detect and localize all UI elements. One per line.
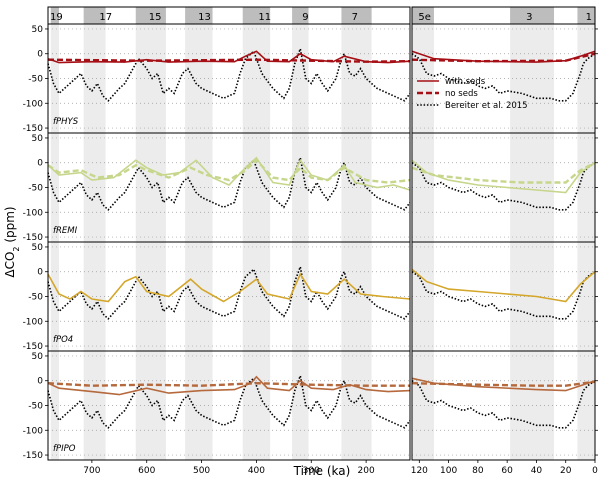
y-tick-label: 50 — [32, 352, 44, 362]
mis-label: 7 — [352, 12, 358, 23]
panel-frame-right — [411, 350, 596, 461]
no-seds-line — [47, 158, 411, 184]
y-tick-label: -150 — [23, 342, 44, 352]
x-tick-label: 0 — [592, 466, 598, 476]
with-seds-line — [47, 50, 411, 64]
bereiter-line — [411, 271, 596, 320]
x-tick-label: 300 — [303, 466, 320, 476]
x-axis: 700 600 500 400 300 200 120 100 80 60 40 20 0 — [83, 460, 598, 476]
with-seds-line — [411, 50, 596, 63]
legend: with seds no seds Bereiter et al. 2015 — [417, 77, 528, 111]
with-seds-line — [47, 375, 411, 396]
panel-frame-left — [47, 350, 411, 461]
panel-label: fREMI — [53, 226, 78, 236]
y-tick-label: -50 — [28, 75, 43, 85]
y-tick-label: -100 — [23, 99, 44, 109]
panel-fPIPO: -150 -100 -50 0 50 fPIPO — [23, 350, 598, 461]
x-tick-label: 20 — [560, 466, 572, 476]
x-axis-title: Time (ka) — [293, 464, 351, 478]
panel-label: fPO4 — [53, 335, 73, 345]
no-seds-line — [47, 58, 411, 63]
with-seds-line — [411, 377, 596, 392]
legend-label: with seds — [445, 77, 486, 87]
mis-label: 13 — [198, 12, 211, 23]
x-tick-label: 500 — [193, 466, 210, 476]
x-tick-label: 400 — [248, 466, 265, 476]
mis-strip-band — [185, 7, 213, 24]
mis-label: 17 — [99, 12, 112, 23]
y-tick-label: 50 — [32, 134, 44, 144]
y-tick-label: -50 — [28, 402, 43, 412]
y-tick-label: -100 — [23, 426, 44, 436]
y-tick-label: -50 — [28, 184, 43, 194]
y-tick-label: 0 — [37, 268, 43, 278]
mis-strip-band — [50, 7, 59, 24]
x-tick-label: 120 — [411, 466, 428, 476]
mis-label: 11 — [258, 12, 271, 23]
x-tick-label: 200 — [358, 466, 375, 476]
no-seds-line — [411, 52, 596, 63]
y-tick-label: -150 — [23, 124, 44, 134]
mis-strip-band — [292, 7, 309, 24]
legend-label: no seds — [445, 89, 478, 99]
with-seds-line — [411, 268, 596, 303]
y-tick-label: 50 — [32, 25, 44, 35]
mis-strip-band — [83, 7, 106, 24]
no-seds-line — [411, 161, 596, 184]
x-tick-label: 60 — [501, 466, 513, 476]
x-tick-label: 40 — [531, 466, 543, 476]
panel-label: fPHYS — [53, 117, 79, 127]
y-tick-label: -150 — [23, 451, 44, 461]
bereiter-line — [411, 53, 596, 102]
panel-label: fPIPO — [53, 444, 76, 454]
no-seds-line — [47, 381, 410, 387]
mis-strip-band — [341, 7, 372, 24]
bereiter-line — [411, 380, 596, 429]
with-seds-line — [47, 272, 411, 303]
x-tick-label: 100 — [440, 466, 457, 476]
mis-strip-band — [242, 7, 271, 24]
with-seds-line — [411, 159, 596, 194]
mis-strip-frame-right — [411, 6, 596, 25]
x-tick-label: 700 — [83, 466, 100, 476]
y-tick-label: 0 — [37, 159, 43, 169]
mis-strip-band — [510, 7, 555, 24]
y-tick-label: -50 — [28, 293, 43, 303]
panel-frame-right — [411, 241, 596, 352]
x-tick-label: 80 — [472, 466, 484, 476]
y-tick-label: 0 — [37, 377, 43, 387]
panel-frame-right — [411, 23, 596, 134]
mis-strip-band — [412, 7, 434, 24]
y-tick-label: -150 — [23, 233, 44, 243]
mis-label: 3 — [526, 12, 532, 23]
y-tick-label: 50 — [32, 243, 44, 253]
y-axis-title: ΔCO2 (ppm) — [3, 206, 21, 277]
y-tick-label: 0 — [37, 50, 43, 60]
y-tick-label: -100 — [23, 208, 44, 218]
y-tick-label: -100 — [23, 317, 44, 327]
mis-strip-band — [577, 7, 595, 24]
mis-label: 9 — [302, 12, 308, 23]
mis-label: 15 — [149, 12, 162, 23]
bereiter-line — [411, 162, 596, 211]
mis-label: 19 — [50, 12, 63, 23]
x-tick-label: 600 — [138, 466, 155, 476]
mis-strip-band — [135, 7, 166, 24]
with-seds-line — [47, 156, 411, 191]
no-seds-line — [411, 380, 596, 387]
panel-fPO4: -150 -100 -50 0 50 fPO4 — [23, 241, 598, 352]
legend-label: Bereiter et al. 2015 — [445, 101, 528, 111]
mis-label: 1 — [586, 12, 592, 23]
mis-label: 5e — [418, 12, 431, 23]
